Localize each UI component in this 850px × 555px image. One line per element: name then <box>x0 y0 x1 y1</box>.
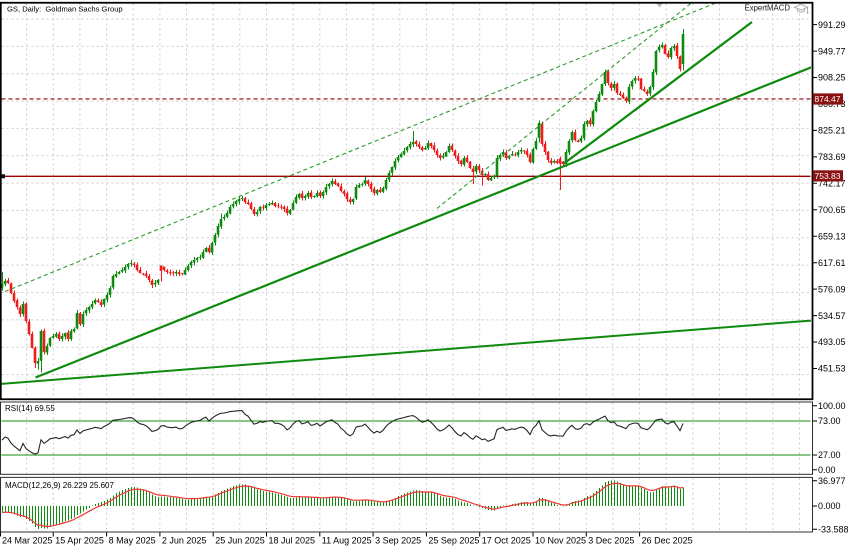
svg-text:3 Dec 2025: 3 Dec 2025 <box>588 536 634 546</box>
svg-text:874.47: 874.47 <box>815 94 841 104</box>
svg-text:0.000: 0.000 <box>818 501 841 511</box>
svg-text:8 May 2025: 8 May 2025 <box>109 536 156 546</box>
svg-text:3 Sep 2025: 3 Sep 2025 <box>375 536 421 546</box>
svg-text:617.61: 617.61 <box>818 258 846 268</box>
svg-text:753.83: 753.83 <box>815 171 841 181</box>
svg-text:742.17: 742.17 <box>818 179 846 189</box>
svg-text:25 Sep 2025: 25 Sep 2025 <box>428 536 479 546</box>
svg-text:949.77: 949.77 <box>818 46 846 56</box>
svg-text:MACD(12,26,9) 26.229 25.607: MACD(12,26,9) 26.229 25.607 <box>5 481 115 490</box>
svg-text:0.00: 0.00 <box>818 465 836 475</box>
svg-text:15 Apr 2025: 15 Apr 2025 <box>55 536 104 546</box>
svg-text:ExpertMACD: ExpertMACD <box>745 4 791 13</box>
svg-text:700.65: 700.65 <box>818 205 846 215</box>
svg-text:26 Dec 2025: 26 Dec 2025 <box>642 536 693 546</box>
svg-text:GS, Daily: Goldman Sachs Grou: GS, Daily: Goldman Sachs Group <box>7 5 123 14</box>
svg-text:576.09: 576.09 <box>818 284 846 294</box>
svg-text:10 Nov 2025: 10 Nov 2025 <box>535 536 586 546</box>
svg-text:451.53: 451.53 <box>818 364 846 374</box>
svg-text:-33.588: -33.588 <box>818 524 849 534</box>
svg-text:493.05: 493.05 <box>818 337 846 347</box>
svg-text:73.00: 73.00 <box>818 416 841 426</box>
svg-text:908.25: 908.25 <box>818 73 846 83</box>
svg-text:659.13: 659.13 <box>818 231 846 241</box>
svg-text:11 Aug 2025: 11 Aug 2025 <box>322 536 372 546</box>
svg-text:783.69: 783.69 <box>818 152 846 162</box>
svg-text:2 Jun 2025: 2 Jun 2025 <box>162 536 207 546</box>
svg-text:24 Mar 2025: 24 Mar 2025 <box>2 536 53 546</box>
svg-text:100.00: 100.00 <box>818 401 846 411</box>
svg-text:18 Jul 2025: 18 Jul 2025 <box>269 536 316 546</box>
svg-text:27.00: 27.00 <box>818 450 841 460</box>
svg-text:534.57: 534.57 <box>818 311 846 321</box>
svg-text:RSI(14) 69.55: RSI(14) 69.55 <box>5 404 55 413</box>
svg-text:25 Jun 2025: 25 Jun 2025 <box>215 536 265 546</box>
svg-text:36.977: 36.977 <box>818 476 846 486</box>
svg-text:825.21: 825.21 <box>818 126 846 136</box>
svg-text:991.29: 991.29 <box>818 20 846 30</box>
svg-text:17 Oct 2025: 17 Oct 2025 <box>482 536 531 546</box>
